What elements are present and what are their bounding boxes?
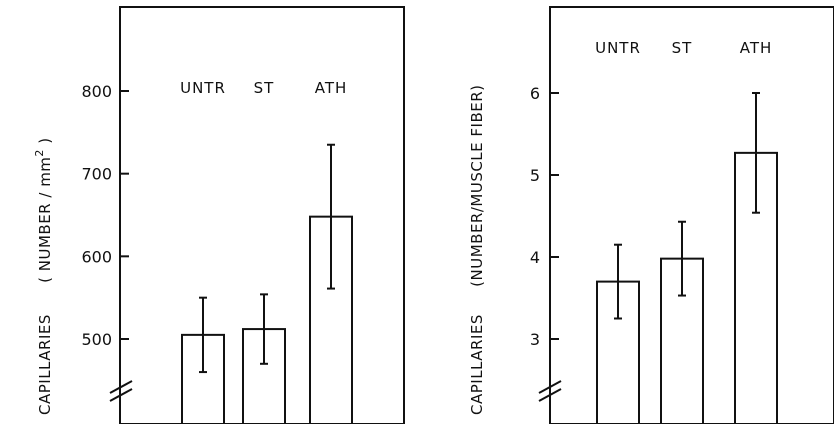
bar-ath xyxy=(309,215,353,424)
error-bar-ath xyxy=(327,143,335,290)
bars xyxy=(596,92,778,424)
category-labels: UNTR ST ATH xyxy=(180,79,348,97)
error-bar-st xyxy=(260,293,268,365)
y-axis-ticks: 500 600 700 800 xyxy=(81,82,129,349)
chart-panel-capillary-density: 500 600 700 800 UNTR ST ATH CAPILLARIES ( NUM… xyxy=(33,6,405,424)
y-axis-title-units-sup: 2 xyxy=(33,149,46,157)
bars xyxy=(181,143,353,424)
bar-ath xyxy=(734,151,778,424)
y-tick-label: 6 xyxy=(530,84,540,103)
axis-break xyxy=(109,380,133,402)
axis-break xyxy=(538,380,562,402)
y-tick-label: 5 xyxy=(530,166,540,185)
y-axis-title: CAPILLARIES ( NUMBER / mm2 ) xyxy=(33,137,54,415)
category-labels: UNTR ST ATH xyxy=(595,39,773,57)
y-axis-title-units-end: ) xyxy=(36,137,54,149)
category-label-ath: ATH xyxy=(740,39,773,57)
y-tick-label: 800 xyxy=(81,82,112,101)
category-label-untr: UNTR xyxy=(595,39,641,57)
y-tick-label: 500 xyxy=(81,330,112,349)
y-axis-ticks: 3 4 5 6 xyxy=(530,84,559,349)
category-label-ath: ATH xyxy=(315,79,348,97)
chart-panel-capillaries-per-fiber: 3 4 5 6 UNTR ST ATH CAPILLARIES (NUMBER/MUSCL… xyxy=(468,6,834,424)
y-axis-title-units: ( NUMBER / mm xyxy=(36,157,54,283)
category-label-st: ST xyxy=(672,39,693,57)
y-tick-label: 3 xyxy=(530,330,540,349)
y-axis-title: CAPILLARIES (NUMBER/MUSCLE FIBER) xyxy=(468,84,486,415)
y-tick-label: 600 xyxy=(81,247,112,266)
category-label-untr: UNTR xyxy=(180,79,226,97)
error-bar-ath xyxy=(752,92,760,214)
category-label-st: ST xyxy=(254,79,275,97)
plot-frame xyxy=(549,6,834,424)
y-tick-label: 4 xyxy=(530,248,540,267)
error-bar-st xyxy=(678,220,686,297)
y-tick-label: 700 xyxy=(81,165,112,184)
y-axis-title-main: CAPILLARIES xyxy=(468,314,486,415)
y-axis-title-units: (NUMBER/MUSCLE FIBER) xyxy=(468,84,486,286)
error-bar-untr xyxy=(614,243,622,320)
plot-frame xyxy=(119,6,405,424)
y-axis-title-main: CAPILLARIES xyxy=(36,314,54,415)
error-bar-untr xyxy=(199,296,207,374)
